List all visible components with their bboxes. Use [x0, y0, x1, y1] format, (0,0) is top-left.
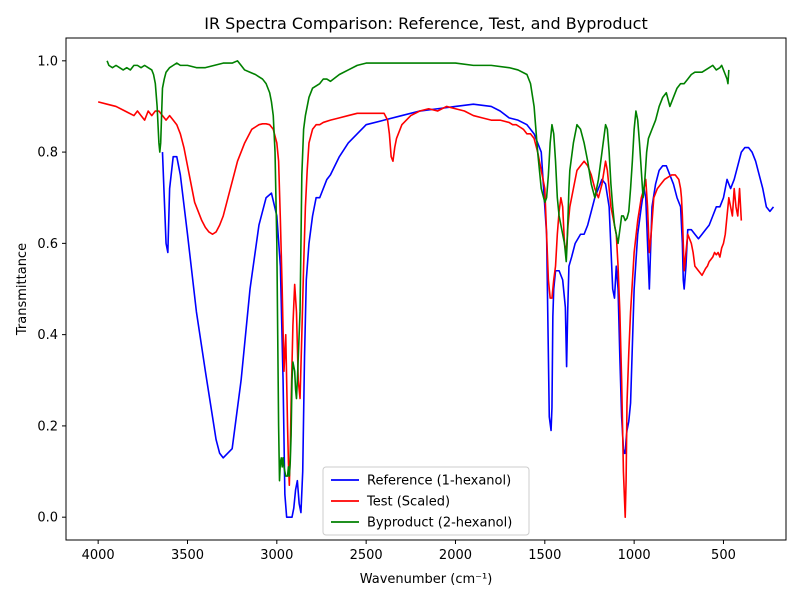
x-tick-label: 3000 — [260, 548, 293, 563]
y-axis-label: Transmittance — [15, 243, 30, 336]
chart-title: IR Spectra Comparison: Reference, Test, … — [204, 14, 647, 33]
y-tick-label: 0.6 — [37, 237, 58, 252]
x-tick-label: 2000 — [439, 548, 472, 563]
series-line-1 — [161, 103, 775, 518]
y-tick-label: 1.0 — [37, 54, 58, 69]
y-tick-label: 0.2 — [37, 419, 58, 434]
legend-frame — [322, 466, 530, 536]
series-line-3 — [106, 60, 730, 482]
legend: Reference (1-hexanol) Test (Scaled) Byprod… — [322, 466, 530, 536]
y-tick-label: 0.0 — [37, 511, 58, 526]
legend-entry: Reference (1-hexanol) — [367, 474, 511, 489]
y-tick-label: 0.8 — [37, 146, 58, 161]
y-tick-label: 0.4 — [37, 328, 58, 343]
x-tick-label: 1500 — [528, 548, 561, 563]
x-tick-label: 500 — [711, 548, 736, 563]
plot-area-frame — [65, 37, 787, 541]
legend-entry: Test (Scaled) — [366, 495, 450, 510]
legend-entry: Byproduct (2-hexanol) — [367, 516, 512, 531]
y-axis: 0.0 0.2 0.4 0.6 0.8 1.0 — [37, 54, 66, 526]
x-axis-label: Wavenumber (cm⁻¹) — [360, 572, 493, 587]
x-tick-label: 3500 — [171, 548, 204, 563]
x-tick-label: 4000 — [82, 548, 115, 563]
x-axis: 4000 3500 3000 2500 2000 1500 1000 500 — [82, 540, 736, 563]
x-tick-label: 2500 — [350, 548, 383, 563]
x-tick-label: 1000 — [618, 548, 651, 563]
series-line-2 — [97, 101, 743, 518]
